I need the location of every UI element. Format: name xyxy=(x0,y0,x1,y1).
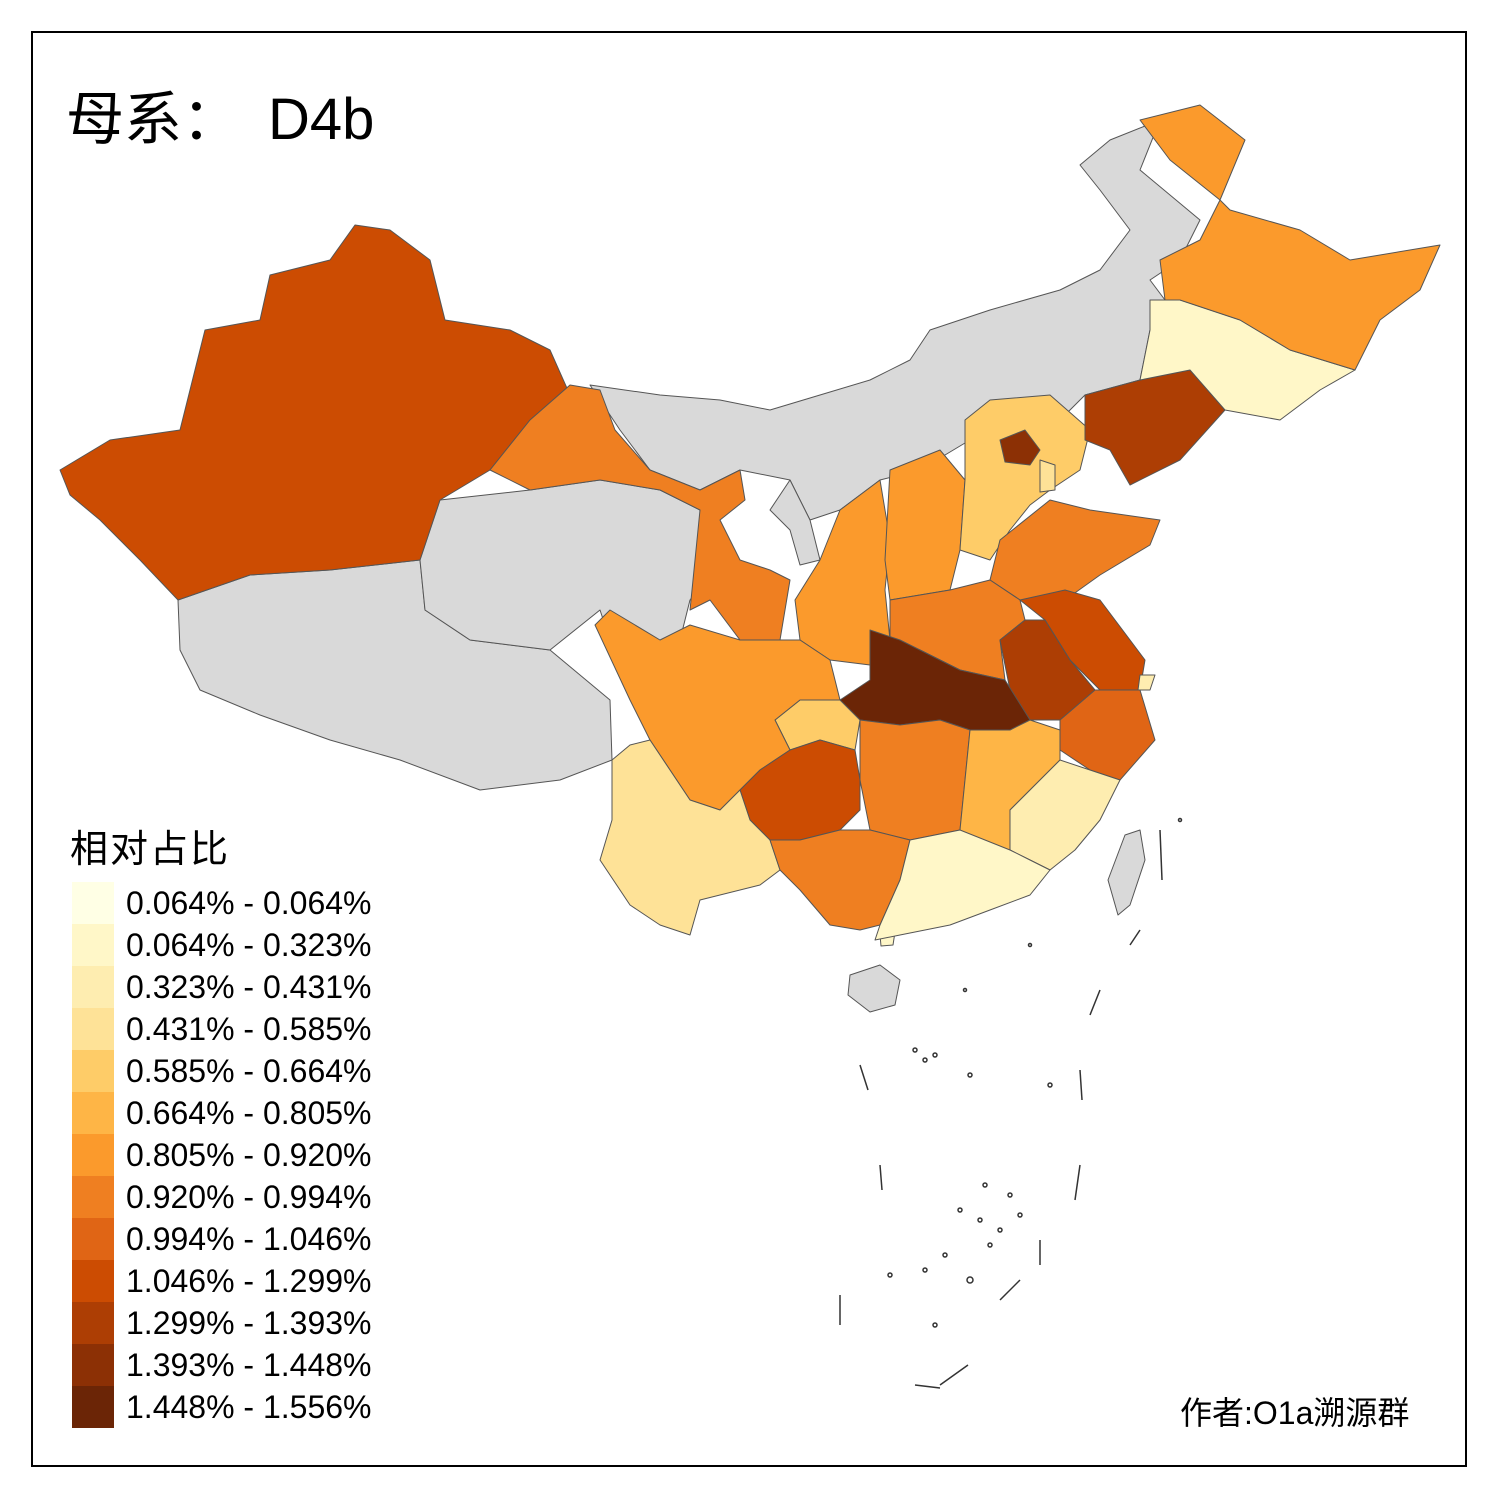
legend-swatch xyxy=(72,1176,114,1218)
region-xinjiang xyxy=(59,224,571,601)
legend-item: 0.664% - 0.805% xyxy=(72,1092,372,1134)
region-inner-mongolia xyxy=(589,119,1201,521)
legend-swatch xyxy=(72,1008,114,1050)
region-qinghai xyxy=(419,479,721,651)
legend-label: 0.664% - 0.805% xyxy=(126,1094,372,1131)
author-credit: 作者:O1a溯源群 xyxy=(1180,1395,1410,1431)
legend-item: 0.805% - 0.920% xyxy=(72,1134,372,1176)
region-tianjin xyxy=(1039,459,1056,493)
region-heilongjiang xyxy=(1139,104,1441,371)
map-frame xyxy=(31,31,1467,1467)
region-hebei xyxy=(959,394,1091,561)
map-title: 母系： D4b xyxy=(66,72,374,156)
legend-label: 0.431% - 0.585% xyxy=(126,1010,372,1047)
legend-swatch xyxy=(72,1344,114,1386)
region-zhejiang xyxy=(1059,689,1156,781)
region-shanghai xyxy=(1137,674,1156,691)
legend-swatch xyxy=(72,1218,114,1260)
legend-label: 1.393% - 1.448% xyxy=(126,1346,372,1383)
legend-item: 0.994% - 1.046% xyxy=(72,1218,372,1260)
legend-swatch xyxy=(72,924,114,966)
legend-item: 1.299% - 1.393% xyxy=(72,1302,372,1344)
legend-label: 0.064% - 0.064% xyxy=(126,884,372,921)
legend-item: 1.046% - 1.299% xyxy=(72,1260,372,1302)
title-label: 母系： xyxy=(66,85,241,153)
legend-label: 0.994% - 1.046% xyxy=(126,1220,372,1257)
title-haplogroup: D4b xyxy=(268,87,375,152)
legend-label: 0.323% - 0.431% xyxy=(126,968,372,1005)
legend-label: 0.920% - 0.994% xyxy=(126,1178,372,1215)
legend-title: 相对占比 xyxy=(70,827,231,871)
region-hainan xyxy=(847,964,901,1013)
legend-item: 0.920% - 0.994% xyxy=(72,1176,372,1218)
legend-label: 0.585% - 0.664% xyxy=(126,1052,372,1089)
region-taiwan xyxy=(1107,829,1146,916)
region-shanxi xyxy=(884,449,966,601)
legend-item: 0.431% - 0.585% xyxy=(72,1008,372,1050)
legend-label: 0.064% - 0.323% xyxy=(126,926,372,963)
legend-swatch xyxy=(72,1386,114,1428)
region-hunan xyxy=(859,719,971,841)
region-guangdong xyxy=(874,829,1051,941)
legend-swatch xyxy=(72,1134,114,1176)
legend-swatch xyxy=(72,882,114,924)
legend-label: 1.448% - 1.556% xyxy=(126,1388,372,1425)
legend-item: 0.064% - 0.064% xyxy=(72,882,372,924)
legend-swatch xyxy=(72,1302,114,1344)
legend-label: 1.299% - 1.393% xyxy=(126,1304,372,1341)
region-beijing xyxy=(999,429,1041,466)
legend-label: 0.805% - 0.920% xyxy=(126,1136,372,1173)
south-china-sea-islands xyxy=(839,817,1183,1389)
legend-swatch xyxy=(72,1050,114,1092)
legend-item: 1.448% - 1.556% xyxy=(72,1386,372,1428)
legend-swatch xyxy=(72,966,114,1008)
legend-swatch xyxy=(72,1092,114,1134)
legend-item: 0.323% - 0.431% xyxy=(72,966,372,1008)
legend-item: 0.064% - 0.323% xyxy=(72,924,372,966)
legend-item: 1.393% - 1.448% xyxy=(72,1344,372,1386)
legend-label: 1.046% - 1.299% xyxy=(126,1262,372,1299)
legend-swatch xyxy=(72,1260,114,1302)
legend: 0.064% - 0.064% 0.064% - 0.323% 0.323% - 0… xyxy=(72,882,372,1428)
legend-item: 0.585% - 0.664% xyxy=(72,1050,372,1092)
region-gansu xyxy=(489,384,791,641)
region-fujian xyxy=(1009,759,1121,871)
region-ningxia xyxy=(769,479,821,566)
